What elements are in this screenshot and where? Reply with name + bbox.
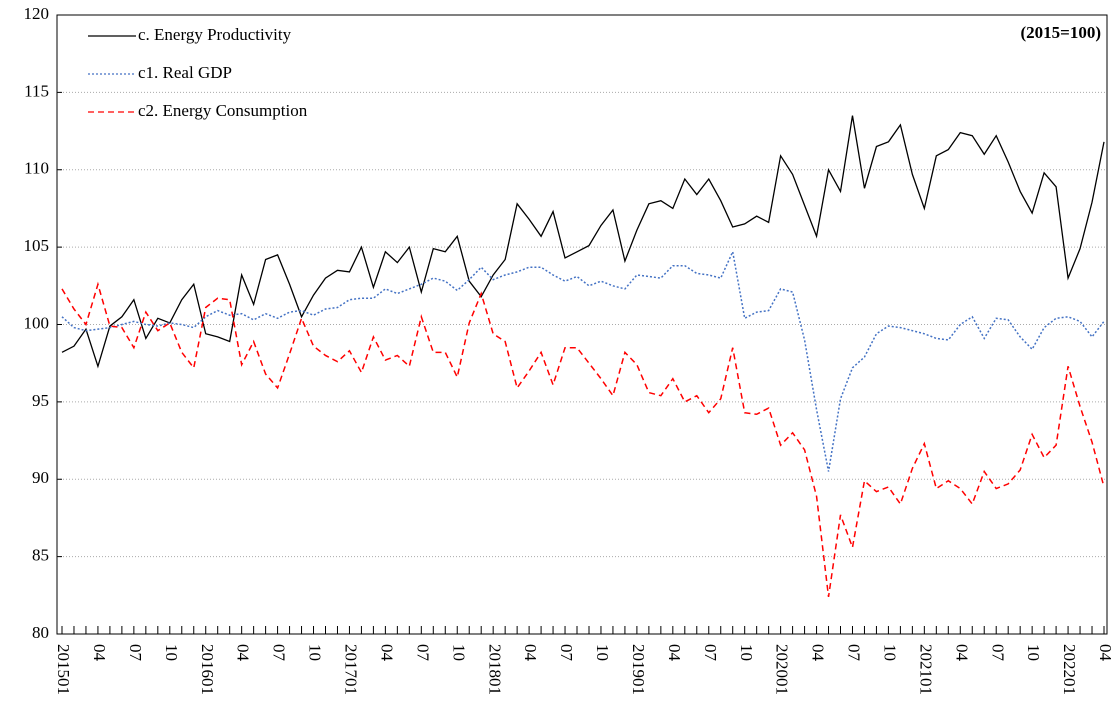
x-tick-label: 04 (521, 644, 540, 662)
x-tick-label: 201801 (485, 644, 504, 695)
y-tick-label: 95 (32, 391, 49, 410)
data-line (61, 281, 1105, 597)
x-tick-label: 202001 (773, 644, 792, 695)
x-tick-label: 04 (952, 644, 971, 662)
y-tick-label: 115 (24, 81, 49, 100)
y-tick-label: 120 (24, 4, 50, 23)
legend-label: c. Energy Productivity (138, 25, 292, 44)
x-tick-label: 07 (988, 644, 1007, 662)
x-tick-label: 10 (593, 644, 612, 661)
x-tick-label: 07 (701, 644, 720, 662)
x-tick-label: 07 (845, 644, 864, 662)
y-tick-label: 105 (24, 236, 50, 255)
x-tick-label: 04 (665, 644, 684, 662)
x-tick-label: 04 (809, 644, 828, 662)
x-tick-label: 10 (1024, 644, 1043, 661)
y-tick-label: 85 (32, 546, 49, 565)
x-tick-label: 07 (270, 644, 289, 662)
annotation: (2015=100) (1020, 23, 1101, 42)
x-tick-label: 201501 (54, 644, 73, 695)
x-tick-label: 04 (377, 644, 396, 662)
x-tick-label: 10 (162, 644, 181, 661)
x-tick-label: 201601 (198, 644, 217, 695)
data-line (61, 115, 1105, 369)
x-tick-label: 04 (1096, 644, 1115, 662)
y-tick-label: 100 (24, 313, 50, 332)
x-tick-label: 04 (90, 644, 109, 662)
y-tick-label: 80 (32, 623, 49, 642)
x-tick-label: 10 (449, 644, 468, 661)
x-tick-label: 202201 (1060, 644, 1079, 695)
x-tick-label: 10 (881, 644, 900, 661)
y-tick-label: 90 (32, 468, 49, 487)
legend-label: c2. Energy Consumption (138, 101, 308, 120)
x-tick-label: 10 (737, 644, 756, 661)
x-tick-label: 04 (234, 644, 253, 662)
x-tick-label: 201901 (629, 644, 648, 695)
x-tick-label: 201701 (342, 644, 361, 695)
x-tick-label: 10 (306, 644, 325, 661)
data-line (61, 249, 1105, 472)
x-tick-label: 07 (557, 644, 576, 662)
x-tick-label: 202101 (916, 644, 935, 695)
y-tick-label: 110 (24, 159, 49, 178)
x-tick-label: 07 (126, 644, 145, 662)
legend-label: c1. Real GDP (138, 63, 232, 82)
x-tick-label: 07 (413, 644, 432, 662)
